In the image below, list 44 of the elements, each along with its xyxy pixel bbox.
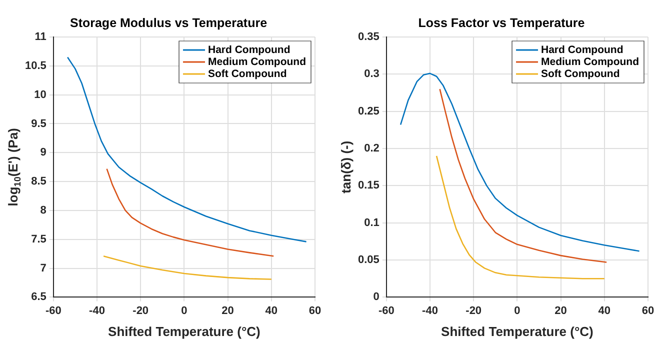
x-tick-label: 20 xyxy=(222,304,234,317)
y-tick-label: 9.5 xyxy=(31,118,46,130)
y-tick-label: 9 xyxy=(40,146,46,159)
legend-label: Hard Compound xyxy=(208,44,290,56)
x-tick-label: -20 xyxy=(132,304,149,317)
x-axis-title: Shifted Temperature (°C) xyxy=(441,324,594,339)
x-tick-label: 20 xyxy=(554,304,567,317)
y-tick-label: 8.5 xyxy=(31,176,46,188)
legend-label: Medium Compound xyxy=(541,56,640,68)
x-tick-label: -60 xyxy=(378,304,394,317)
y-tick-label: 0.2 xyxy=(364,142,380,155)
x-tick-label: 40 xyxy=(598,304,611,317)
y-axis-title: log10(E') (Pa) xyxy=(6,128,22,206)
x-tick-label: -20 xyxy=(466,304,482,317)
x-axis-title: Shifted Temperature (°C) xyxy=(108,324,260,339)
x-tick-label: 0 xyxy=(181,304,188,317)
y-tick-label: 10 xyxy=(34,88,46,101)
chart-title: Loss Factor vs Temperature xyxy=(418,16,585,30)
x-tick-label: 0 xyxy=(514,304,520,317)
x-tick-label: -40 xyxy=(422,304,438,317)
y-tick-label: 7.5 xyxy=(31,233,46,246)
y-tick-label: 0 xyxy=(373,291,380,304)
y-tick-label: 0.3 xyxy=(364,68,380,80)
x-tick-label: -60 xyxy=(45,304,62,317)
y-tick-label: 0.1 xyxy=(364,216,380,229)
legend-label: Medium Compound xyxy=(208,56,306,68)
y-axis-title: tan(δ) (-) xyxy=(338,140,354,194)
y-tick-label: 8 xyxy=(40,204,46,216)
y-tick-label: 0.25 xyxy=(358,105,380,118)
legend-label: Hard Compound xyxy=(541,44,624,56)
y-tick-label: 11 xyxy=(34,31,46,44)
y-tick-label: 0.05 xyxy=(358,254,380,266)
chart-title: Storage Modulus vs Temperature xyxy=(70,16,268,30)
y-tick-label: 6.5 xyxy=(31,291,46,304)
legend-label: Soft Compound xyxy=(208,68,287,80)
y-tick-label: 0.15 xyxy=(358,180,380,192)
y-tick-label: 0.35 xyxy=(358,31,380,44)
legend-label: Soft Compound xyxy=(541,68,620,80)
x-tick-label: 60 xyxy=(308,304,322,317)
y-tick-label: 10.5 xyxy=(24,60,46,72)
y-tick-label: 7 xyxy=(40,262,46,274)
x-tick-label: -40 xyxy=(89,304,105,317)
x-tick-label: 40 xyxy=(265,304,278,317)
x-tick-label: 60 xyxy=(642,304,654,317)
